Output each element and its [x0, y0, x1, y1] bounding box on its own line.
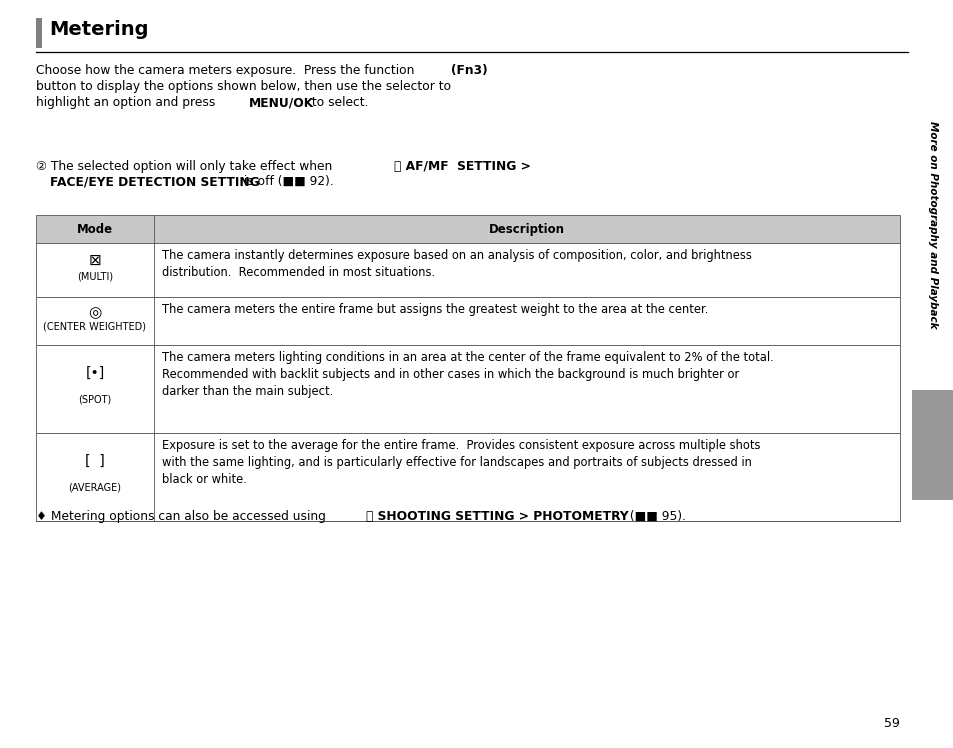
- Bar: [36, 297, 899, 345]
- Text: The camera instantly determines exposure based on an analysis of composition, co: The camera instantly determines exposure…: [162, 249, 751, 279]
- Text: MENU/OK: MENU/OK: [249, 96, 314, 109]
- Text: The camera meters the entire frame but assigns the greatest weight to the area a: The camera meters the entire frame but a…: [162, 303, 708, 316]
- Text: ♦ Metering options can also be accessed using: ♦ Metering options can also be accessed …: [36, 510, 330, 523]
- Text: [  ]: [ ]: [85, 454, 105, 468]
- Bar: [36, 243, 899, 297]
- Text: FACE/EYE DETECTION SETTING: FACE/EYE DETECTION SETTING: [50, 175, 259, 188]
- Text: button to display the options shown below, then use the selector to: button to display the options shown belo…: [36, 80, 451, 93]
- Text: ◎: ◎: [89, 305, 102, 320]
- Text: (CENTER WEIGHTED): (CENTER WEIGHTED): [44, 322, 147, 332]
- Text: ② The selected option will only take effect when: ② The selected option will only take eff…: [36, 160, 335, 173]
- Text: The camera meters lighting conditions in an area at the center of the frame equi: The camera meters lighting conditions in…: [162, 351, 773, 398]
- Text: is off (■■ 92).: is off (■■ 92).: [240, 175, 334, 188]
- Text: (Fn3): (Fn3): [451, 64, 487, 77]
- Bar: [36, 345, 899, 433]
- Text: ⊠: ⊠: [89, 253, 101, 268]
- Text: (■■ 95).: (■■ 95).: [625, 510, 685, 523]
- Text: [•]: [•]: [85, 367, 105, 380]
- Text: Metering: Metering: [49, 20, 149, 39]
- Bar: [36, 433, 899, 521]
- Text: (AVERAGE): (AVERAGE): [69, 482, 121, 493]
- Bar: [36, 215, 899, 243]
- Text: Choose how the camera meters exposure.  Press the function: Choose how the camera meters exposure. P…: [36, 64, 417, 77]
- Bar: [911, 390, 953, 500]
- Text: Ⓜ SHOOTING SETTING > PHOTOMETRY: Ⓜ SHOOTING SETTING > PHOTOMETRY: [366, 510, 628, 523]
- Text: 59: 59: [883, 717, 899, 730]
- Text: highlight an option and press: highlight an option and press: [36, 96, 219, 109]
- Text: Description: Description: [489, 222, 564, 236]
- Text: Ⓜ AF/MF  SETTING >: Ⓜ AF/MF SETTING >: [394, 160, 530, 173]
- Text: to select.: to select.: [308, 96, 368, 109]
- Text: (SPOT): (SPOT): [78, 394, 112, 405]
- Text: More on Photography and Playback: More on Photography and Playback: [927, 121, 937, 329]
- Text: Exposure is set to the average for the entire frame.  Provides consistent exposu: Exposure is set to the average for the e…: [162, 439, 760, 486]
- Text: Mode: Mode: [77, 222, 113, 236]
- Bar: [36, 18, 42, 48]
- Text: (MULTI): (MULTI): [77, 272, 113, 281]
